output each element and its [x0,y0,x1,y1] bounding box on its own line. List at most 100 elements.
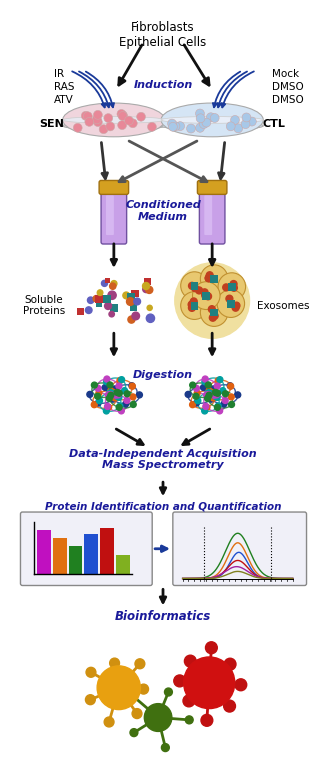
Circle shape [218,272,246,301]
Bar [96,301,102,307]
Circle shape [118,112,127,120]
Circle shape [96,398,102,403]
Circle shape [162,743,169,752]
Text: RAS: RAS [54,82,75,92]
Circle shape [164,688,172,696]
Circle shape [184,655,196,667]
Circle shape [99,125,108,134]
Circle shape [110,396,116,402]
Circle shape [113,393,119,399]
Bar [131,290,139,297]
Circle shape [227,383,233,389]
Bar [202,291,210,300]
Circle shape [175,263,250,339]
Text: DMSO: DMSO [272,82,304,92]
Circle shape [200,298,228,326]
Ellipse shape [161,103,263,137]
Circle shape [205,293,212,300]
Circle shape [203,403,209,409]
Circle shape [130,402,136,407]
Circle shape [221,401,227,407]
Circle shape [136,392,142,398]
Circle shape [196,114,205,123]
Circle shape [248,117,256,126]
Text: SEN: SEN [40,119,64,129]
Circle shape [94,117,102,126]
Circle shape [137,113,146,121]
Circle shape [211,312,218,320]
Circle shape [206,272,213,279]
Circle shape [211,395,217,400]
Text: Soluble
Proteins: Soluble Proteins [23,295,65,317]
Circle shape [202,291,209,299]
Circle shape [124,397,130,403]
Circle shape [108,390,114,396]
Circle shape [185,391,191,397]
Circle shape [124,391,130,396]
Circle shape [168,119,177,128]
FancyBboxPatch shape [99,180,129,194]
Circle shape [241,119,250,129]
Circle shape [222,391,228,396]
Circle shape [228,394,234,400]
Circle shape [87,297,94,304]
Circle shape [129,384,135,389]
Text: Digestion: Digestion [133,370,193,380]
Circle shape [111,390,117,396]
Circle shape [95,385,101,391]
Text: Exosomes: Exosomes [257,301,309,310]
Circle shape [139,684,148,694]
Circle shape [183,695,195,707]
Circle shape [233,302,240,309]
Circle shape [217,377,223,383]
Circle shape [97,666,140,709]
Bar [191,282,198,290]
Bar [127,293,135,301]
Circle shape [184,657,235,708]
Circle shape [83,112,92,121]
Circle shape [129,383,135,389]
Circle shape [126,689,133,697]
FancyBboxPatch shape [21,512,152,585]
Circle shape [112,386,118,392]
Circle shape [208,394,214,400]
Circle shape [211,391,217,396]
Circle shape [201,289,208,296]
Circle shape [206,392,212,397]
Circle shape [171,122,180,131]
Bar [37,530,51,574]
Circle shape [109,311,114,317]
Circle shape [190,402,196,408]
Circle shape [208,306,215,313]
Circle shape [217,290,245,317]
Bar [84,534,98,574]
Circle shape [94,110,102,119]
Ellipse shape [63,122,165,130]
Circle shape [122,387,128,393]
Circle shape [213,390,218,396]
Text: Data-Independent Acquisition
Mass Spectrometry: Data-Independent Acquisition Mass Spectr… [69,449,257,470]
Circle shape [234,124,243,133]
Circle shape [194,385,199,391]
Circle shape [206,388,212,393]
Circle shape [235,392,241,398]
Circle shape [87,391,93,397]
Circle shape [85,307,92,314]
Circle shape [188,301,195,308]
Circle shape [115,392,121,398]
Circle shape [214,383,220,389]
Circle shape [114,390,120,396]
Bar [227,300,235,307]
Circle shape [110,394,116,400]
Circle shape [215,404,220,410]
Circle shape [189,282,196,289]
Circle shape [117,377,123,384]
Circle shape [143,282,149,289]
Circle shape [201,715,213,726]
Circle shape [202,408,208,414]
FancyBboxPatch shape [204,196,212,235]
Circle shape [135,659,145,669]
Circle shape [111,281,117,287]
Circle shape [85,695,95,705]
Circle shape [215,390,220,396]
